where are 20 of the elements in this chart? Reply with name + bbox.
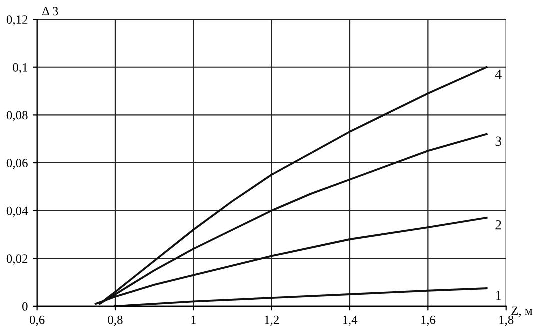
x-tick-label: 0,6 — [30, 316, 45, 326]
x-tick-label: 1,2 — [265, 316, 279, 326]
y-tick-label: 0,08 — [6, 111, 28, 122]
x-tick-label: 1,4 — [343, 316, 358, 326]
x-tick-label: 0,8 — [108, 316, 123, 326]
x-tick-label: 1 — [192, 316, 196, 324]
y-tick-label: 0,02 — [6, 254, 28, 265]
x-axis-title: Z, м — [512, 306, 533, 318]
series-label: 2 — [496, 220, 502, 230]
y-axis-title: Δ 3 — [42, 7, 58, 16]
y-tick-label: 0,04 — [6, 206, 28, 218]
x-tick-label: 1,6 — [421, 316, 436, 326]
y-tick-label: 0,12 — [6, 16, 28, 26]
y-tick-label: 0,1 — [13, 63, 28, 74]
series-label: 3 — [496, 136, 502, 146]
y-tick-label: 0,06 — [6, 159, 28, 170]
series-label: 4 — [495, 70, 502, 80]
x-tick-label: 1,8 — [500, 316, 514, 326]
y-tick-label: 0 — [22, 302, 28, 311]
series-label: 1 — [496, 291, 502, 300]
